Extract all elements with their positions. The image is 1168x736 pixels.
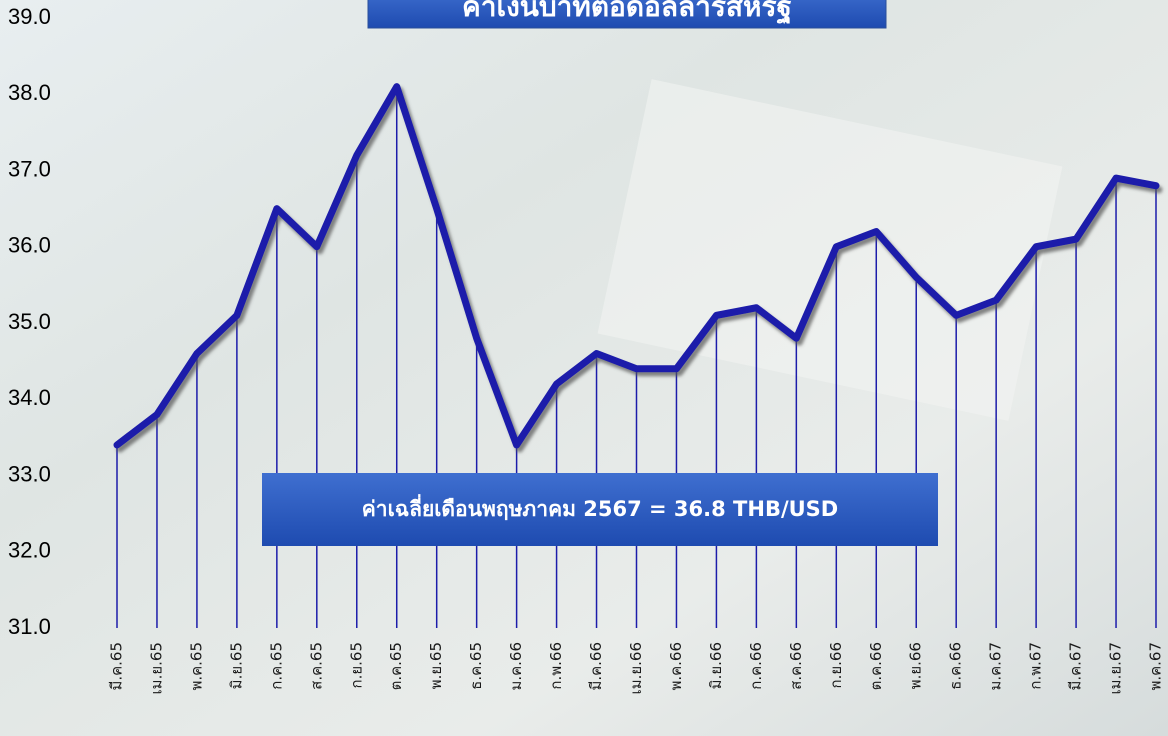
x-tick-label: มิ.ย.66: [707, 642, 725, 689]
x-tick-label: ก.พ.66: [547, 642, 565, 690]
x-tick-label: ก.พ.67: [1027, 642, 1045, 690]
x-tick-label: เม.ย.67: [1107, 642, 1125, 694]
x-tick-label: ม.ค.66: [507, 642, 525, 691]
x-tick-label: มิ.ย.65: [227, 642, 245, 689]
x-tick-label: พ.ค.66: [667, 642, 685, 691]
x-tick-label: ก.ค.66: [747, 642, 765, 690]
y-tick-label: 39.0: [8, 4, 51, 29]
x-tick-label: พ.ค.67: [1147, 642, 1165, 691]
x-tick-label: ส.ค.65: [307, 642, 325, 690]
x-tick-label: ต.ค.66: [867, 642, 885, 690]
y-tick-label: 36.0: [8, 233, 51, 258]
page: {"chart_data": {"type": "line", "title":…: [0, 0, 1168, 736]
y-tick-label: 37.0: [8, 156, 51, 181]
x-tick-label: มี.ค.67: [1067, 642, 1085, 691]
x-tick-label: ก.ย.66: [827, 642, 845, 689]
y-tick-label: 35.0: [8, 309, 51, 334]
x-tick-label: พ.ย.66: [907, 642, 925, 689]
x-tick-label: ธ.ค.66: [947, 642, 965, 690]
x-tick-label: เม.ย.66: [627, 642, 645, 694]
x-tick-label: ธ.ค.65: [467, 642, 485, 690]
x-tick-label: มี.ค.66: [587, 642, 605, 691]
x-tick-label: ม.ค.67: [987, 642, 1005, 691]
x-tick-label: ส.ค.66: [787, 642, 805, 690]
chart: 31.0 32.0 33.0 34.0 35.0 36.0 37.0 38.0 39.0 มี.ค…: [0, 0, 1168, 736]
x-tick-label: ก.ค.65: [267, 642, 285, 690]
y-tick-label: 33.0: [8, 461, 51, 486]
x-tick-label: มี.ค.65: [108, 642, 126, 691]
x-tick-label: ต.ค.65: [387, 642, 405, 690]
y-tick-label: 32.0: [8, 538, 51, 563]
y-tick-label: 34.0: [8, 385, 51, 410]
annotation: ค่าเฉลี่ยเดือนพฤษภาคม 2567 = 36.8 THB/US…: [362, 493, 839, 521]
x-tick-label: เม.ย.65: [147, 642, 165, 694]
x-tick-label: พ.ค.65: [187, 642, 205, 691]
x-tick-label: ก.ย.65: [347, 642, 365, 689]
y-tick-label: 31.0: [8, 614, 51, 639]
x-tick-label: พ.ย.65: [427, 642, 445, 689]
chart-title: ค่าเงินบาทต่อดอลลาร์สหรัฐ: [462, 0, 792, 25]
y-tick-label: 38.0: [8, 80, 51, 105]
